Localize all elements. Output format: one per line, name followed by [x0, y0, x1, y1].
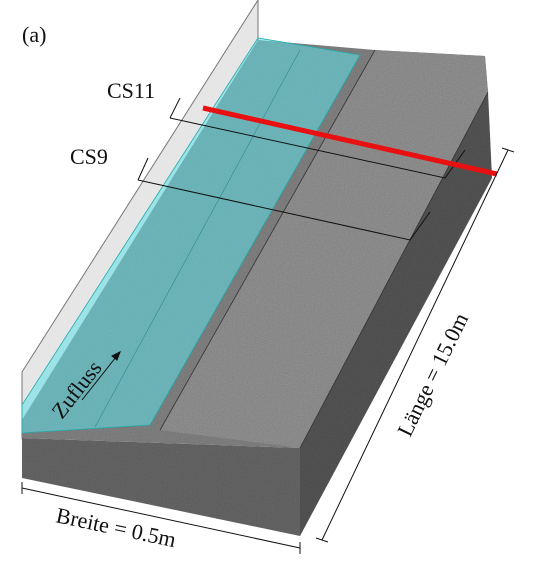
section-label: CS9 — [70, 144, 108, 169]
section-lines — [137, 97, 466, 241]
bank-edge — [159, 49, 376, 431]
block-edge — [299, 91, 489, 449]
highlight-line — [202, 105, 498, 177]
section-label: CS11 — [107, 78, 155, 103]
water-line — [94, 49, 301, 428]
water — [21, 37, 361, 434]
panel-label: (a) — [22, 22, 46, 47]
width-label: Breite = 0.5m — [54, 502, 178, 552]
dimension-lines — [21, 147, 515, 554]
